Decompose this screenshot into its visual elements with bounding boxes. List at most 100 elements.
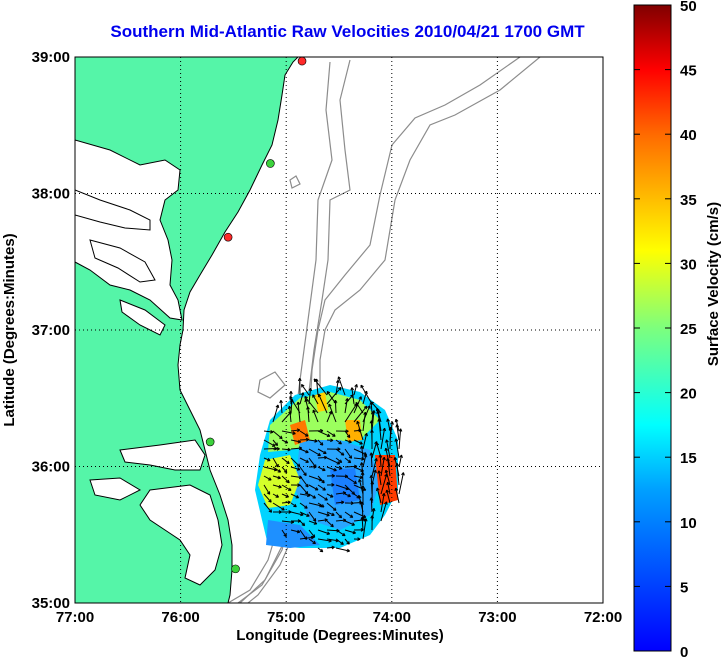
velocity-arrow — [358, 479, 364, 495]
velocity-arrow-head — [330, 438, 334, 441]
velocity-arrow-head — [344, 474, 349, 477]
velocity-arrow — [362, 433, 368, 450]
velocity-arrow-head — [334, 507, 337, 511]
velocity-arrow — [361, 445, 364, 459]
velocity-arrow — [317, 511, 330, 517]
velocity-arrow-head — [348, 493, 351, 497]
velocity-arrow — [317, 448, 327, 454]
velocity-arrow-head — [375, 487, 378, 491]
velocity-arrow — [281, 430, 296, 435]
velocity-arrow — [308, 502, 323, 507]
velocity-arrow-head — [279, 400, 282, 404]
velocity-arrow-head — [332, 512, 335, 516]
velocity-arrow-head — [336, 528, 340, 532]
velocity-arrow — [313, 378, 328, 396]
velocity-arrow-head — [303, 522, 306, 526]
velocity-arrow — [378, 470, 382, 486]
velocity-arrow — [353, 475, 363, 479]
velocity-arrow — [299, 430, 309, 437]
velocity-arrow-head — [358, 396, 362, 399]
velocity-arrow — [290, 466, 301, 471]
velocity-arrow — [317, 519, 328, 522]
velocity-arrow-head — [304, 396, 306, 400]
velocity-arrow — [272, 484, 282, 488]
velocity-arrow-head — [310, 535, 314, 538]
velocity-arrow-head — [305, 437, 310, 440]
plot-frame — [74, 56, 604, 604]
velocity-arrow-head — [318, 452, 321, 456]
velocity-arrow-head — [342, 452, 345, 456]
velocity-arrow-head — [270, 499, 272, 503]
velocity-arrow — [290, 502, 297, 508]
velocity-arrow-head — [363, 453, 367, 457]
velocity-arrow — [326, 520, 334, 528]
velocity-arrow-head — [334, 467, 337, 471]
velocity-arrow-head — [349, 459, 352, 463]
velocity-arrow — [356, 421, 364, 441]
velocity-arrow-head — [345, 429, 349, 432]
station-marker — [223, 232, 233, 242]
velocity-arrow — [326, 457, 340, 465]
velocity-arrow — [317, 456, 327, 459]
velocity-arrow — [263, 484, 271, 495]
velocity-arrow — [335, 501, 344, 504]
velocity-arrow-head — [307, 513, 310, 517]
velocity-arrow — [297, 401, 301, 423]
velocity-arrow — [317, 475, 325, 484]
velocity-arrow-head — [394, 419, 397, 423]
velocity-arrow-head — [370, 429, 373, 433]
velocity-arrow-head — [323, 487, 326, 491]
velocity-arrow-head — [335, 379, 339, 383]
velocity-arrow-head — [341, 541, 344, 545]
velocity-arrow — [370, 452, 373, 468]
velocity-arrow-head — [343, 532, 346, 536]
velocity-arrow-head — [307, 493, 311, 497]
velocity-arrow-head — [385, 439, 387, 443]
velocity-arrow — [344, 430, 351, 438]
velocity-arrow — [335, 484, 349, 490]
velocity-arrow-head — [370, 401, 373, 405]
velocity-arrow-head — [375, 442, 378, 446]
velocity-arrow-head — [275, 404, 279, 408]
velocity-arrow-head — [338, 387, 342, 390]
velocity-arrow — [395, 487, 400, 504]
velocity-arrow — [326, 493, 334, 498]
velocity-arrow — [326, 411, 332, 423]
velocity-arrow — [380, 457, 385, 477]
velocity-arrow-head — [395, 463, 398, 467]
x-tick-label: 77:00 — [56, 609, 94, 626]
velocity-arrow — [344, 529, 356, 534]
velocity-arrow — [380, 501, 387, 522]
velocity-arrow-head — [361, 457, 365, 460]
velocity-arrow-head — [287, 500, 291, 503]
velocity-arrow-head — [378, 454, 381, 458]
velocity-arrow-head — [354, 384, 358, 387]
velocity-arrow — [328, 403, 337, 423]
velocity-arrow-head — [393, 457, 396, 461]
x-tick-label: 72:00 — [584, 609, 622, 626]
velocity-arrow — [344, 439, 352, 443]
velocity-arrow — [281, 520, 294, 523]
velocity-arrow — [335, 547, 350, 552]
velocity-arrow — [308, 484, 319, 491]
station-marker — [231, 564, 240, 574]
velocity-arrow-head — [306, 406, 309, 410]
velocity-arrow-head — [314, 439, 318, 442]
velocity-arrow-head — [356, 421, 358, 425]
velocity-arrow — [281, 466, 288, 473]
y-tick-label: 35:00 — [32, 595, 70, 612]
velocity-arrow — [344, 465, 357, 468]
velocity-arrow-head — [305, 505, 308, 509]
velocity-arrow-head — [282, 507, 285, 511]
velocity-arrow — [353, 511, 366, 518]
velocity-arrow-head — [272, 443, 276, 447]
velocity-arrow-head — [288, 510, 292, 513]
velocity-arrow — [272, 475, 281, 479]
velocity-arrow — [371, 411, 374, 423]
velocity-arrow — [387, 458, 391, 477]
velocity-arrow-head — [350, 387, 353, 391]
velocity-arrow-head — [286, 494, 290, 498]
velocity-arrow-head — [321, 548, 324, 552]
velocity-arrow — [326, 538, 339, 542]
velocity-arrow — [386, 439, 391, 459]
